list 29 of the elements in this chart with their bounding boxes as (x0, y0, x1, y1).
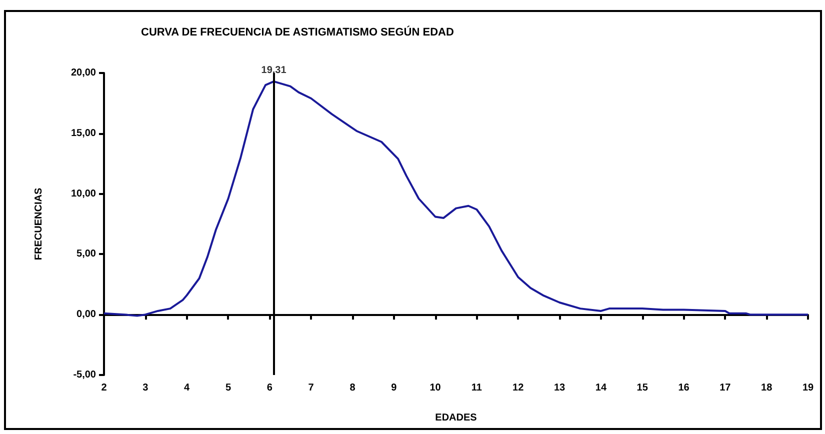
y-tick-label: 0,00 (76, 309, 96, 320)
x-tick-label: 15 (636, 382, 648, 394)
x-tick-label: 12 (512, 382, 524, 394)
x-tick-label: 6 (266, 382, 273, 394)
x-tick-label: 16 (678, 382, 690, 394)
y-tick-label: 10,00 (70, 188, 96, 200)
annotation: 19,31 (261, 64, 287, 76)
x-tick-label: 8 (350, 382, 356, 394)
x-tick-label: 13 (554, 382, 566, 394)
x-tick-label: 2 (101, 382, 108, 394)
x-tick-label: 11 (471, 382, 482, 394)
line-series (103, 80, 809, 317)
chart-title: CURVA DE FRECUENCIA DE ASTIGMATISMO SEGÚN EDAD (141, 26, 454, 38)
x-tick-label: 3 (142, 382, 149, 394)
x-tick-label: 14 (595, 382, 607, 394)
y-axis-title: FRECUENCIAS (34, 188, 44, 260)
x-tick-label: 17 (720, 382, 732, 394)
x-tick-label: 7 (308, 382, 314, 394)
y-tick-label: -5,00 (73, 370, 96, 380)
x-tick-label: 4 (184, 382, 190, 394)
y-tick-label: 15,00 (70, 128, 96, 139)
x-tick-label: 19 (802, 382, 814, 394)
y-tick-label: 20,00 (70, 68, 96, 78)
x-tick-label: 10 (430, 382, 442, 394)
x-axis-title: EDADES (435, 412, 478, 424)
y-tick-label: 5,00 (76, 248, 96, 260)
x-tick-label: 9 (391, 382, 398, 394)
x-tick-label: 5 (225, 382, 232, 394)
x-tick-label: 18 (761, 382, 773, 394)
